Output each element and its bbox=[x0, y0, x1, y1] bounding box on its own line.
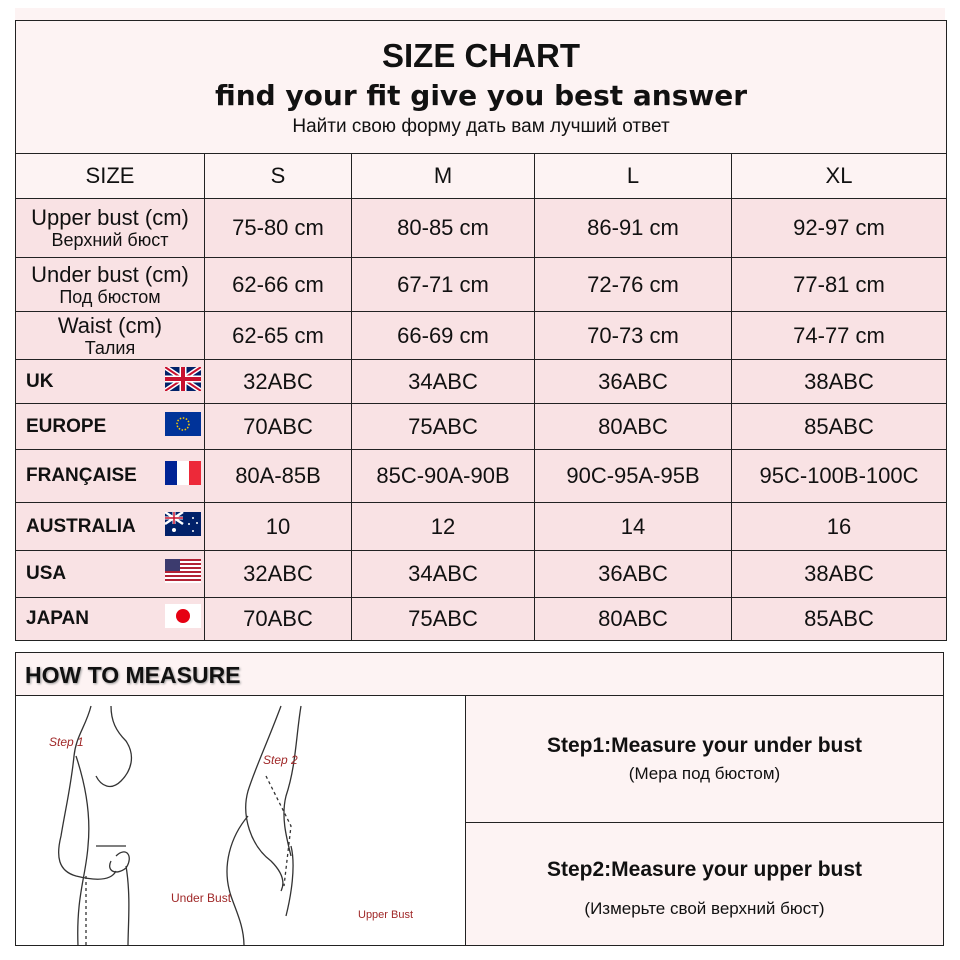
eu-flag-icon bbox=[165, 411, 201, 442]
row-label: Under bust (cm) Под бюстом bbox=[15, 257, 205, 312]
japan-flag-icon bbox=[165, 599, 201, 639]
size-cell: 85C-90A-90B bbox=[351, 449, 535, 503]
step1-label: Step 1 bbox=[49, 735, 84, 749]
country-row: FRANÇAISE 80A-85B 85C-90A-90B 90C-95A-95B 95… bbox=[15, 449, 948, 503]
chart-header: SIZE CHART find your fit give you best a… bbox=[14, 20, 948, 154]
how-to-measure-panel: HOW TO MEASURE Step 1 Under Bust Step 2 … bbox=[15, 652, 944, 947]
col-header: SIZE bbox=[15, 153, 205, 199]
row-label: Waist (cm) Талия bbox=[15, 311, 205, 360]
size-cell: 62-66 cm bbox=[204, 257, 352, 312]
size-cell: 85ABC bbox=[730, 403, 948, 450]
measurement-row: Waist (cm) Талия 62-65 cm 66-69 cm 70-73 cm 7… bbox=[15, 311, 948, 360]
size-cell: 38ABC bbox=[730, 359, 948, 404]
size-cell: 16 bbox=[730, 502, 948, 551]
country-row: JAPAN 70ABC 75ABC 80ABC 85ABC bbox=[15, 597, 948, 641]
country-name: USA bbox=[26, 563, 67, 584]
country-row: AUSTRALIA 10 12 14 16 bbox=[15, 502, 948, 551]
size-cell: 67-71 cm bbox=[351, 257, 535, 312]
row-label: Upper bust (cm) Верхний бюст bbox=[15, 198, 205, 258]
measure-heading: HOW TO MEASURE bbox=[16, 653, 943, 696]
step-2-ru: (Измерьте свой верхний бюст) bbox=[584, 899, 825, 918]
country-label: AUSTRALIA bbox=[15, 502, 205, 551]
row-label-en: Upper bust (cm) bbox=[31, 205, 189, 230]
size-cell: 34ABC bbox=[351, 359, 535, 404]
country-label: USA bbox=[15, 550, 205, 598]
page-title: SIZE CHART bbox=[382, 36, 580, 74]
size-cell: 70-73 cm bbox=[534, 311, 732, 360]
country-name: EUROPE bbox=[26, 415, 107, 437]
size-cell: 14 bbox=[534, 502, 732, 551]
step1-caption: Under Bust bbox=[171, 891, 232, 905]
row-label-en: Under bust (cm) bbox=[31, 261, 189, 287]
size-cell: 70ABC bbox=[204, 597, 352, 641]
col-header: S bbox=[204, 153, 352, 199]
country-label: UK bbox=[15, 359, 205, 404]
country-name: AUSTRALIA bbox=[26, 515, 136, 537]
body-sketch-icon: Step 1 Under Bust Step 2 Upper Bust bbox=[49, 705, 413, 947]
country-label: JAPAN bbox=[15, 597, 205, 641]
size-cell: 34ABC bbox=[351, 550, 535, 598]
row-label-ru: Под бюстом bbox=[59, 286, 161, 307]
country-row: USA 32ABC 34ABC 36ABC 38ABC bbox=[15, 550, 948, 598]
uk-flag-icon bbox=[165, 366, 201, 397]
size-cell: 12 bbox=[351, 502, 535, 551]
size-cell: 86-91 cm bbox=[534, 198, 732, 258]
usa-flag-icon bbox=[165, 559, 201, 589]
country-label: FRANÇAISE bbox=[15, 449, 205, 503]
size-cell: 38ABC bbox=[730, 550, 948, 598]
step2-caption: Upper Bust bbox=[358, 909, 413, 921]
size-cell: 10 bbox=[204, 502, 352, 551]
country-name: UK bbox=[26, 370, 54, 392]
country-label: EUROPE bbox=[15, 403, 205, 450]
size-cell: 92-97 cm bbox=[730, 198, 948, 258]
country-row: EUROPE 70ABC 75ABC 80ABC 85ABC bbox=[15, 403, 948, 450]
size-cell: 80ABC bbox=[534, 403, 732, 450]
size-cell: 74-77 cm bbox=[730, 311, 948, 360]
step-1-box: Step1:Measure your under bust (Мера под … bbox=[466, 696, 943, 823]
size-cell: 90C-95A-95B bbox=[534, 449, 732, 503]
size-cell: 62-65 cm bbox=[204, 311, 352, 360]
size-cell: 32ABC bbox=[204, 359, 352, 404]
measurement-row: Under bust (cm) Под бюстом 62-66 cm 67-71 c… bbox=[15, 257, 948, 312]
size-cell: 95C-100B-100C bbox=[730, 449, 948, 503]
row-label-en: Waist (cm) bbox=[57, 312, 163, 338]
subtitle-ru: Найти свою форму дать вам лучший ответ bbox=[292, 115, 670, 137]
size-cell: 32ABC bbox=[204, 550, 352, 598]
france-flag-icon bbox=[165, 461, 201, 491]
row-label-ru: Верхний бюст bbox=[51, 230, 169, 250]
size-cell: 80A-85B bbox=[204, 449, 352, 503]
country-name: FRANÇAISE bbox=[26, 465, 137, 486]
size-cell: 75ABC bbox=[351, 403, 535, 450]
col-header: XL bbox=[730, 153, 948, 199]
size-cell: 75ABC bbox=[351, 597, 535, 641]
size-cell: 75-80 cm bbox=[204, 198, 352, 258]
australia-flag-icon bbox=[165, 511, 201, 542]
size-cell: 66-69 cm bbox=[351, 311, 535, 360]
row-label-ru: Талия bbox=[84, 337, 136, 358]
col-header: L bbox=[534, 153, 732, 199]
size-cell: 72-76 cm bbox=[534, 257, 732, 312]
size-header-row: SIZE S M L XL bbox=[15, 153, 948, 199]
size-cell: 36ABC bbox=[534, 550, 732, 598]
step-2-title: Step2:Measure your upper bust bbox=[546, 858, 863, 881]
size-cell: 80-85 cm bbox=[351, 198, 535, 258]
step-2-box: Step2:Measure your upper bust (Измерьте … bbox=[466, 823, 943, 945]
step2-label: Step 2 bbox=[263, 753, 298, 767]
size-cell: 77-81 cm bbox=[730, 257, 948, 312]
measurement-row: Upper bust (cm) Верхний бюст 75-80 cm 80-85… bbox=[15, 198, 948, 258]
size-chart-table: SIZE CHART find your fit give you best a… bbox=[14, 20, 948, 641]
step-1-title: Step1:Measure your under bust bbox=[546, 734, 863, 757]
col-header: M bbox=[351, 153, 535, 199]
size-cell: 80ABC bbox=[534, 597, 732, 641]
size-cell: 36ABC bbox=[534, 359, 732, 404]
measure-illustration: Step 1 Under Bust Step 2 Upper Bust bbox=[16, 696, 466, 947]
subtitle: find your fit give you best answer bbox=[214, 78, 748, 112]
country-row: UK 32ABC 34ABC 36ABC 38ABC bbox=[15, 359, 948, 404]
size-cell: 70ABC bbox=[204, 403, 352, 450]
country-name: JAPAN bbox=[26, 608, 89, 629]
step-1-ru: (Мера под бюстом) bbox=[628, 764, 781, 783]
size-cell: 85ABC bbox=[730, 597, 948, 641]
top-band bbox=[15, 8, 945, 20]
